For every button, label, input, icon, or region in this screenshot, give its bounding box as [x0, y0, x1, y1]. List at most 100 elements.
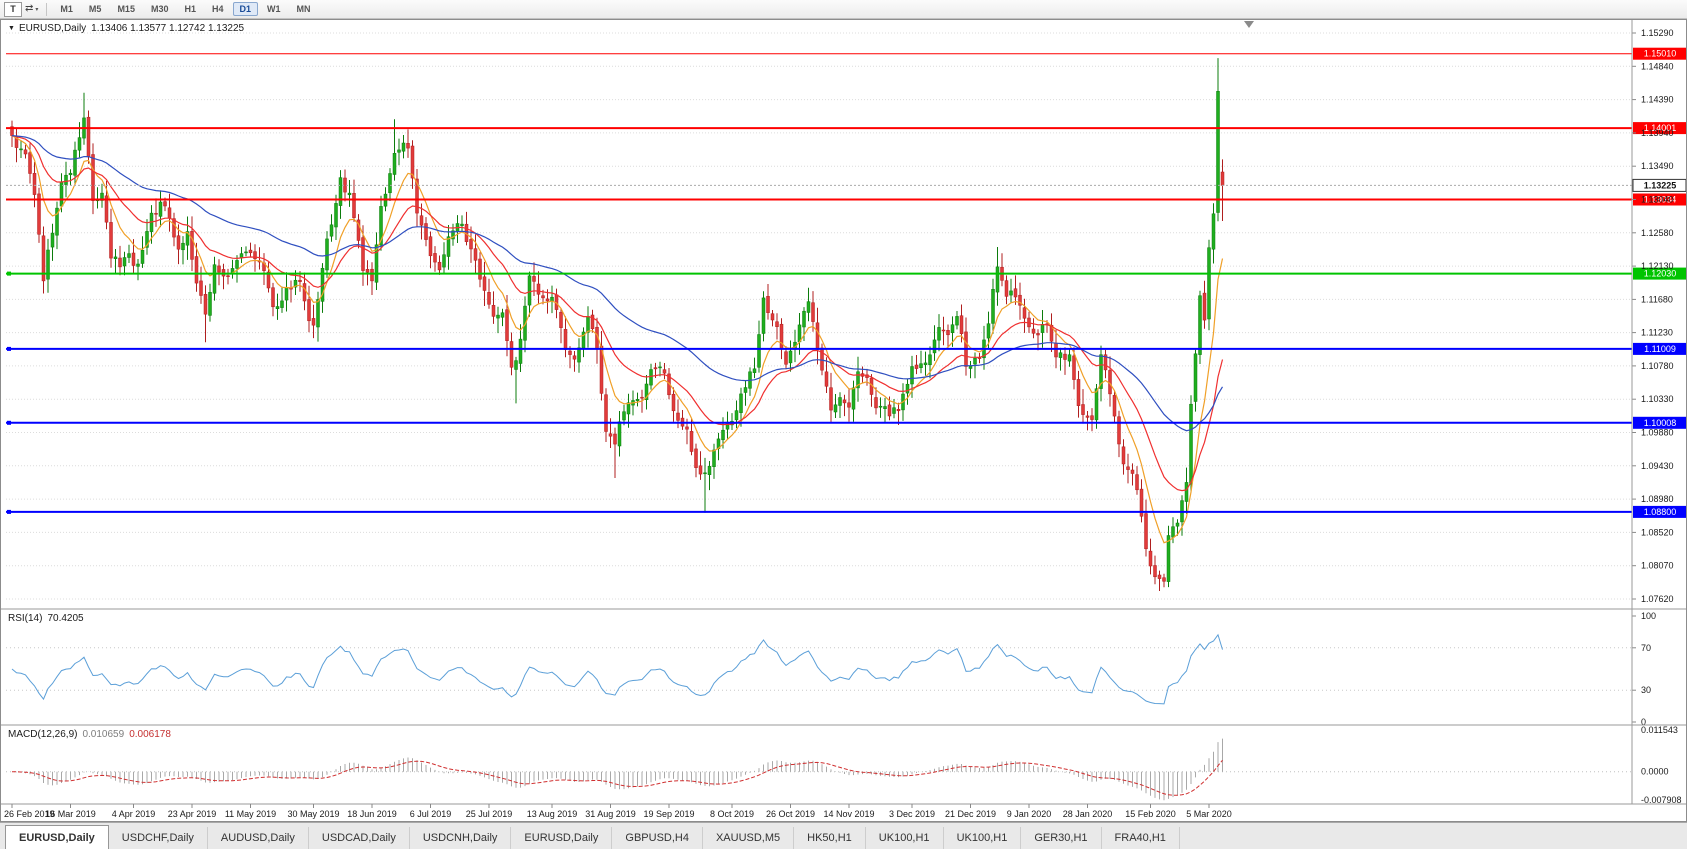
price-tick-label: 1.09880	[1641, 428, 1674, 438]
price-tick-label: 1.14840	[1641, 61, 1674, 71]
hline-1.08800[interactable]: 1.08800	[6, 505, 1686, 518]
timeframe-button-m5[interactable]: M5	[88, 4, 102, 14]
price-tick-label: 1.13040	[1641, 195, 1674, 205]
date-tick-label: 30 May 2019	[287, 809, 339, 819]
price-tick-label: 1.13940	[1641, 128, 1674, 138]
date-tick-label: 4 Apr 2019	[112, 809, 156, 819]
date-tick-label: 3 Dec 2019	[889, 809, 935, 819]
date-tick-label: 13 Aug 2019	[527, 809, 578, 819]
date-tick-label: 11 May 2019	[225, 809, 276, 819]
chart-tab-bar: EURUSD,Daily USDCHF,Daily AUDUSD,Daily USDC…	[0, 822, 1687, 849]
price-tick-label: 1.08520	[1641, 527, 1674, 537]
ma-mid-line	[11, 135, 1224, 492]
chart-tab-uk100-h1[interactable]: UK100,H1	[944, 827, 1022, 849]
macd-tick-label: 0.0000	[1641, 767, 1669, 777]
templates-button[interactable]: T	[4, 1, 22, 17]
chart-area: 1.15010 1.14001 1.13034 1.12030 1.11009 1.100…	[0, 19, 1687, 822]
hline-1.10008[interactable]: 1.10008	[6, 416, 1686, 429]
date-tick-label: 5 Mar 2020	[1186, 809, 1232, 819]
timeframe-button-m1[interactable]: M1	[60, 4, 73, 14]
date-tick-label: 23 Apr 2019	[168, 809, 217, 819]
chart-tab-fra40-h1[interactable]: FRA40,H1	[1102, 827, 1180, 849]
price-tick-label: 1.11680	[1641, 294, 1673, 304]
timeframe-button-mn[interactable]: MN	[296, 4, 311, 14]
date-tick-label: 28 Jan 2020	[1063, 809, 1113, 819]
price-tick-label: 1.07620	[1641, 594, 1674, 604]
price-tick-label: 1.11230	[1641, 328, 1673, 338]
timeframe-button-h1[interactable]: H1	[184, 4, 196, 14]
price-tick-label: 1.09430	[1641, 461, 1674, 471]
rsi-tick-label: 70	[1641, 643, 1651, 653]
price-tick-label: 1.10330	[1641, 394, 1674, 404]
timeframe-button-m30[interactable]: M30	[150, 4, 169, 14]
date-tick-label: 26 Feb 2019	[4, 809, 55, 819]
date-tick-label: 18 Jun 2019	[347, 809, 397, 819]
date-tick-label: 25 Jul 2019	[466, 809, 513, 819]
price-tick-label: 1.12580	[1641, 228, 1674, 238]
macd-tick-label: 0.011543	[1641, 725, 1678, 735]
hline-price-tag: 1.15010	[1644, 49, 1677, 59]
chart-tab-ger30-h1[interactable]: GER30,H1	[1021, 827, 1102, 849]
chart-tab-gbpusd-h4[interactable]: GBPUSD,H4	[612, 827, 703, 849]
timeframe-button-m15[interactable]: M15	[117, 4, 135, 14]
hline-price-tag: 1.14001	[1644, 123, 1677, 133]
date-tick-label: 21 Dec 2019	[945, 809, 996, 819]
hline-1.15010[interactable]: 1.15010	[6, 47, 1686, 60]
crosshair-arrows-icon: ⇄	[25, 3, 34, 14]
date-tick-label: 16 Mar 2019	[45, 809, 96, 819]
hline-price-tag: 1.08800	[1644, 507, 1677, 517]
price-chart[interactable]: 1.15010 1.14001 1.13034 1.12030 1.11009 1.100…	[0, 19, 1687, 822]
date-tick-label: 6 Jul 2019	[410, 809, 452, 819]
price-tick-label: 1.08980	[1641, 494, 1674, 504]
dropdown-caret-icon: ▾	[35, 6, 39, 13]
cursor-mode-button[interactable]: ⇄ ▾	[22, 2, 41, 17]
chart-tab-uk100-h1[interactable]: UK100,H1	[866, 827, 944, 849]
hline-price-tag: 1.12030	[1644, 269, 1677, 279]
date-tick-label: 8 Oct 2019	[710, 809, 754, 819]
chart-tab-usdchf-daily[interactable]: USDCHF,Daily	[109, 827, 208, 849]
date-tick-label: 19 Sep 2019	[643, 809, 694, 819]
price-scale[interactable]: 1.15290 1.14840 1.14390 1.13940 1.13490 1.130…	[1632, 28, 1674, 604]
macd-tick-label: -0.007908	[1641, 795, 1682, 805]
hline-1.14001[interactable]: 1.14001	[6, 122, 1686, 135]
price-tick-label: 1.12130	[1641, 261, 1674, 271]
chart-tab-xauusd-m5[interactable]: XAUUSD,M5	[703, 827, 795, 849]
hline-price-tag: 1.13034	[1644, 195, 1677, 205]
chart-tab-eurusd-daily[interactable]: EURUSD,Daily	[5, 825, 109, 849]
chart-tab-audusd-daily[interactable]: AUDUSD,Daily	[208, 827, 309, 849]
hline-1.12030[interactable]: 1.12030	[6, 267, 1686, 280]
rsi-tick-label: 100	[1641, 611, 1656, 621]
timeframe-button-d1[interactable]: D1	[232, 2, 259, 16]
chart-tab-hk50-h1[interactable]: HK50,H1	[794, 827, 866, 849]
current-price-tag: 1.13225	[1644, 180, 1677, 190]
macd-signal-line	[11, 759, 1223, 796]
hline-1.11009[interactable]: 1.11009	[6, 342, 1686, 355]
date-tick-label: 9 Jan 2020	[1007, 809, 1052, 819]
chart-tab-usdcnh-daily[interactable]: USDCNH,Daily	[410, 827, 512, 849]
timeframe-button-h4[interactable]: H4	[211, 4, 224, 14]
chart-tab-usdcad-daily[interactable]: USDCAD,Daily	[309, 827, 410, 849]
date-tick-label: 26 Oct 2019	[766, 809, 815, 819]
horizontal-lines-layer[interactable]: 1.15010 1.14001 1.13034 1.12030 1.11009 1.100…	[6, 47, 1686, 518]
chart-tab-eurusd-daily[interactable]: EURUSD,Daily	[511, 827, 613, 849]
rsi-tick-label: 0	[1641, 717, 1646, 727]
date-tick-label: 15 Feb 2020	[1125, 809, 1176, 819]
chart-background	[0, 19, 1687, 822]
date-tick-label: 31 Aug 2019	[585, 809, 636, 819]
price-tick-label: 1.14390	[1641, 95, 1674, 105]
price-shift-marker[interactable]	[1244, 21, 1254, 28]
price-tick-label: 1.15290	[1641, 28, 1674, 38]
date-tick-label: 14 Nov 2019	[823, 809, 874, 819]
price-tick-label: 1.13490	[1641, 161, 1674, 171]
price-tick-label: 1.08070	[1641, 561, 1674, 571]
timeframe-button-w1[interactable]: W1	[267, 4, 281, 14]
toolbar-separator	[46, 2, 48, 16]
price-tick-label: 1.10780	[1641, 361, 1674, 371]
ma-slow-line	[11, 135, 1224, 432]
hline-price-tag: 1.10008	[1644, 418, 1677, 428]
toolbar: T ⇄ ▾ M1 M5 M15 M30 H1 H4 D1 W1 MN	[0, 0, 1687, 19]
macd-panel: 0.011543 0.0000 -0.007908	[6, 725, 1682, 805]
hline-1.13034[interactable]: 1.13034	[6, 193, 1686, 206]
